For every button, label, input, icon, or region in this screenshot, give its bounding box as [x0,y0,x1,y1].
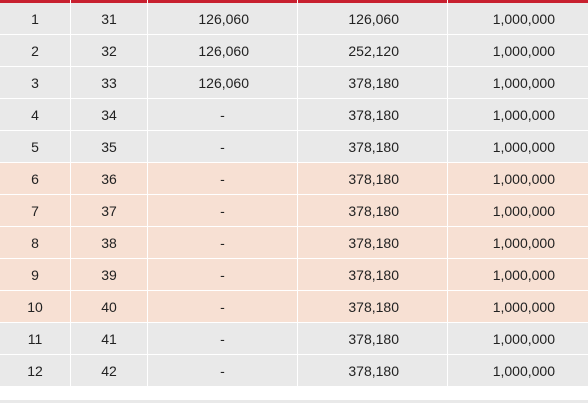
cell-coverage: 1,000,000 [448,259,588,290]
cell-number: 6 [0,163,71,194]
table-body: 1 31 126,060 126,060 1,000,000 2 32 126,… [0,3,588,387]
cell-payment: - [148,259,298,290]
cell-age: 31 [71,3,148,34]
cell-cumulative: 378,180 [298,355,448,386]
cell-cumulative: 378,180 [298,67,448,98]
cell-coverage: 1,000,000 [448,163,588,194]
cell-payment: 126,060 [148,3,298,34]
cell-cumulative: 126,060 [298,3,448,34]
cell-age: 35 [71,131,148,162]
cell-payment: 126,060 [148,67,298,98]
table-row: 4 34 - 378,180 1,000,000 [0,99,588,131]
header-accent-gap [70,0,71,3]
next-row-edge [0,400,588,403]
cell-payment: 126,060 [148,35,298,66]
cell-payment: - [148,291,298,322]
table-row: 3 33 126,060 378,180 1,000,000 [0,67,588,99]
header-accent-segment [298,0,447,3]
cell-age: 41 [71,323,148,354]
cell-cumulative: 378,180 [298,227,448,258]
cell-age: 36 [71,163,148,194]
table-row: 8 38 - 378,180 1,000,000 [0,227,588,259]
cell-number: 4 [0,99,71,130]
cell-cumulative: 378,180 [298,131,448,162]
cell-coverage: 1,000,000 [448,227,588,258]
table-row: 12 42 - 378,180 1,000,000 [0,355,588,387]
table-row: 1 31 126,060 126,060 1,000,000 [0,3,588,35]
table-row: 5 35 - 378,180 1,000,000 [0,131,588,163]
cell-number: 5 [0,131,71,162]
cell-number: 7 [0,195,71,226]
cell-payment: - [148,323,298,354]
header-accent-segment [148,0,297,3]
cell-age: 42 [71,355,148,386]
cell-coverage: 1,000,000 [448,99,588,130]
table-row: 11 41 - 378,180 1,000,000 [0,323,588,355]
cell-coverage: 1,000,000 [448,291,588,322]
cell-number: 2 [0,35,71,66]
cell-number: 1 [0,3,71,34]
cell-age: 40 [71,291,148,322]
cell-cumulative: 252,120 [298,35,448,66]
header-accent-gap [297,0,298,3]
cell-number: 8 [0,227,71,258]
table-row: 6 36 - 378,180 1,000,000 [0,163,588,195]
cell-coverage: 1,000,000 [448,67,588,98]
cell-cumulative: 378,180 [298,195,448,226]
cell-number: 12 [0,355,71,386]
header-accent-segment [0,0,70,3]
cell-age: 32 [71,35,148,66]
table-row: 10 40 - 378,180 1,000,000 [0,291,588,323]
cell-number: 3 [0,67,71,98]
cell-payment: - [148,355,298,386]
cell-payment: - [148,131,298,162]
cell-coverage: 1,000,000 [448,323,588,354]
cell-payment: - [148,227,298,258]
cell-cumulative: 378,180 [298,323,448,354]
header-accent-bar [0,0,588,3]
table-row: 9 39 - 378,180 1,000,000 [0,259,588,291]
cell-coverage: 1,000,000 [448,3,588,34]
cell-coverage: 1,000,000 [448,35,588,66]
cell-coverage: 1,000,000 [448,355,588,386]
cell-coverage: 1,000,000 [448,195,588,226]
cell-cumulative: 378,180 [298,291,448,322]
cell-payment: - [148,195,298,226]
header-accent-segment [71,0,147,3]
cell-cumulative: 378,180 [298,259,448,290]
header-accent-segment [448,0,588,3]
cell-payment: - [148,163,298,194]
cell-age: 39 [71,259,148,290]
cell-payment: - [148,99,298,130]
header-accent-gap [447,0,448,3]
cell-number: 11 [0,323,71,354]
cell-age: 33 [71,67,148,98]
cell-cumulative: 378,180 [298,99,448,130]
header-accent-gap [147,0,148,3]
cell-age: 34 [71,99,148,130]
cell-number: 9 [0,259,71,290]
table-row: 7 37 - 378,180 1,000,000 [0,195,588,227]
cell-age: 37 [71,195,148,226]
cell-age: 38 [71,227,148,258]
cell-number: 10 [0,291,71,322]
cell-coverage: 1,000,000 [448,131,588,162]
table-row: 2 32 126,060 252,120 1,000,000 [0,35,588,67]
cell-cumulative: 378,180 [298,163,448,194]
